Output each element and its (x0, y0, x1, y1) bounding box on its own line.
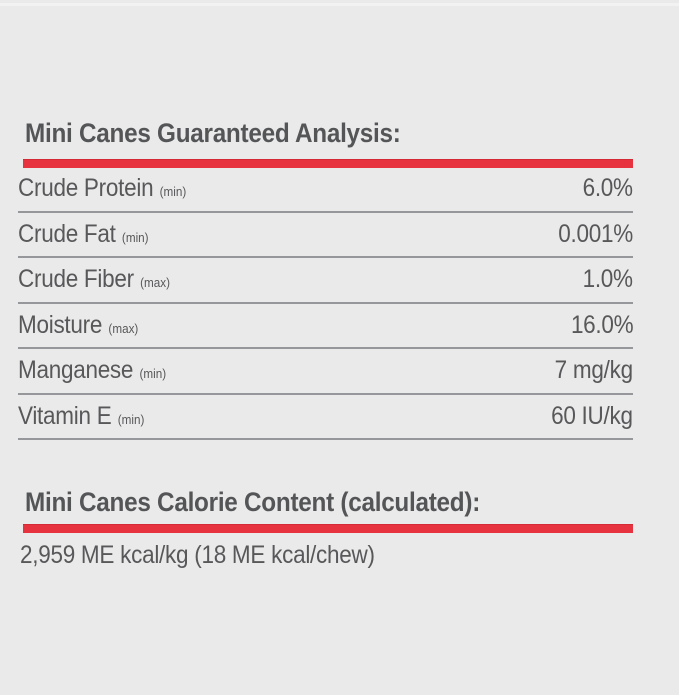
guaranteed-analysis-title: Mini Canes Guaranteed Analysis: (25, 118, 401, 148)
red-divider-bar (23, 524, 633, 533)
nutrient-name: Crude Fiber (18, 265, 134, 294)
calorie-content-title: Mini Canes Calorie Content (calculated): (25, 487, 481, 517)
table-row: Manganese (min) 7 mg/kg (18, 349, 633, 395)
nutrient-qualifier: (min) (159, 184, 187, 200)
calorie-content-value: 2,959 ME kcal/kg (18 ME kcal/chew) (20, 541, 375, 569)
nutrient-name: Manganese (18, 356, 134, 385)
nutrient-qualifier: (min) (121, 229, 149, 245)
red-divider-bar (23, 159, 633, 168)
nutrient-label-group: Vitamin E (min) (18, 402, 144, 431)
nutrient-value: 6.0% (582, 174, 633, 203)
nutrient-label-group: Crude Protein (min) (18, 174, 186, 203)
nutrient-qualifier: (min) (139, 366, 167, 382)
nutrient-label-group: Crude Fiber (max) (18, 265, 170, 294)
nutrient-value: 1.0% (582, 265, 633, 294)
nutrient-name: Crude Protein (18, 174, 154, 203)
nutrient-name: Vitamin E (18, 401, 112, 430)
table-row: Moisture (max) 16.0% (18, 304, 634, 349)
nutrient-label-group: Moisture (max) (18, 311, 138, 340)
table-row: Crude Protein (min) 6.0% (18, 167, 633, 213)
nutrient-name: Crude Fat (18, 219, 116, 248)
top-edge-highlight (0, 3, 679, 6)
nutrient-name: Moisture (18, 310, 103, 339)
guaranteed-analysis-table: Crude Protein (min) 6.0% Crude Fat (min)… (18, 167, 633, 440)
table-row: Crude Fiber (max) 1.0% (18, 258, 633, 304)
nutrient-qualifier: (max) (108, 320, 139, 336)
table-row: Vitamin E (min) 60 IU/kg (18, 395, 633, 440)
nutrient-value: 0.001% (558, 219, 633, 248)
table-row: Crude Fat (min) 0.001% (18, 213, 633, 258)
nutrient-qualifier: (max) (140, 275, 171, 291)
nutrient-value: 7 mg/kg (554, 356, 633, 385)
nutrient-qualifier: (min) (117, 411, 145, 427)
nutrient-label-group: Manganese (min) (18, 356, 166, 385)
nutrient-value: 16.0% (570, 310, 634, 339)
nutrient-value: 60 IU/kg (551, 401, 633, 430)
nutrient-label-group: Crude Fat (min) (18, 220, 149, 249)
